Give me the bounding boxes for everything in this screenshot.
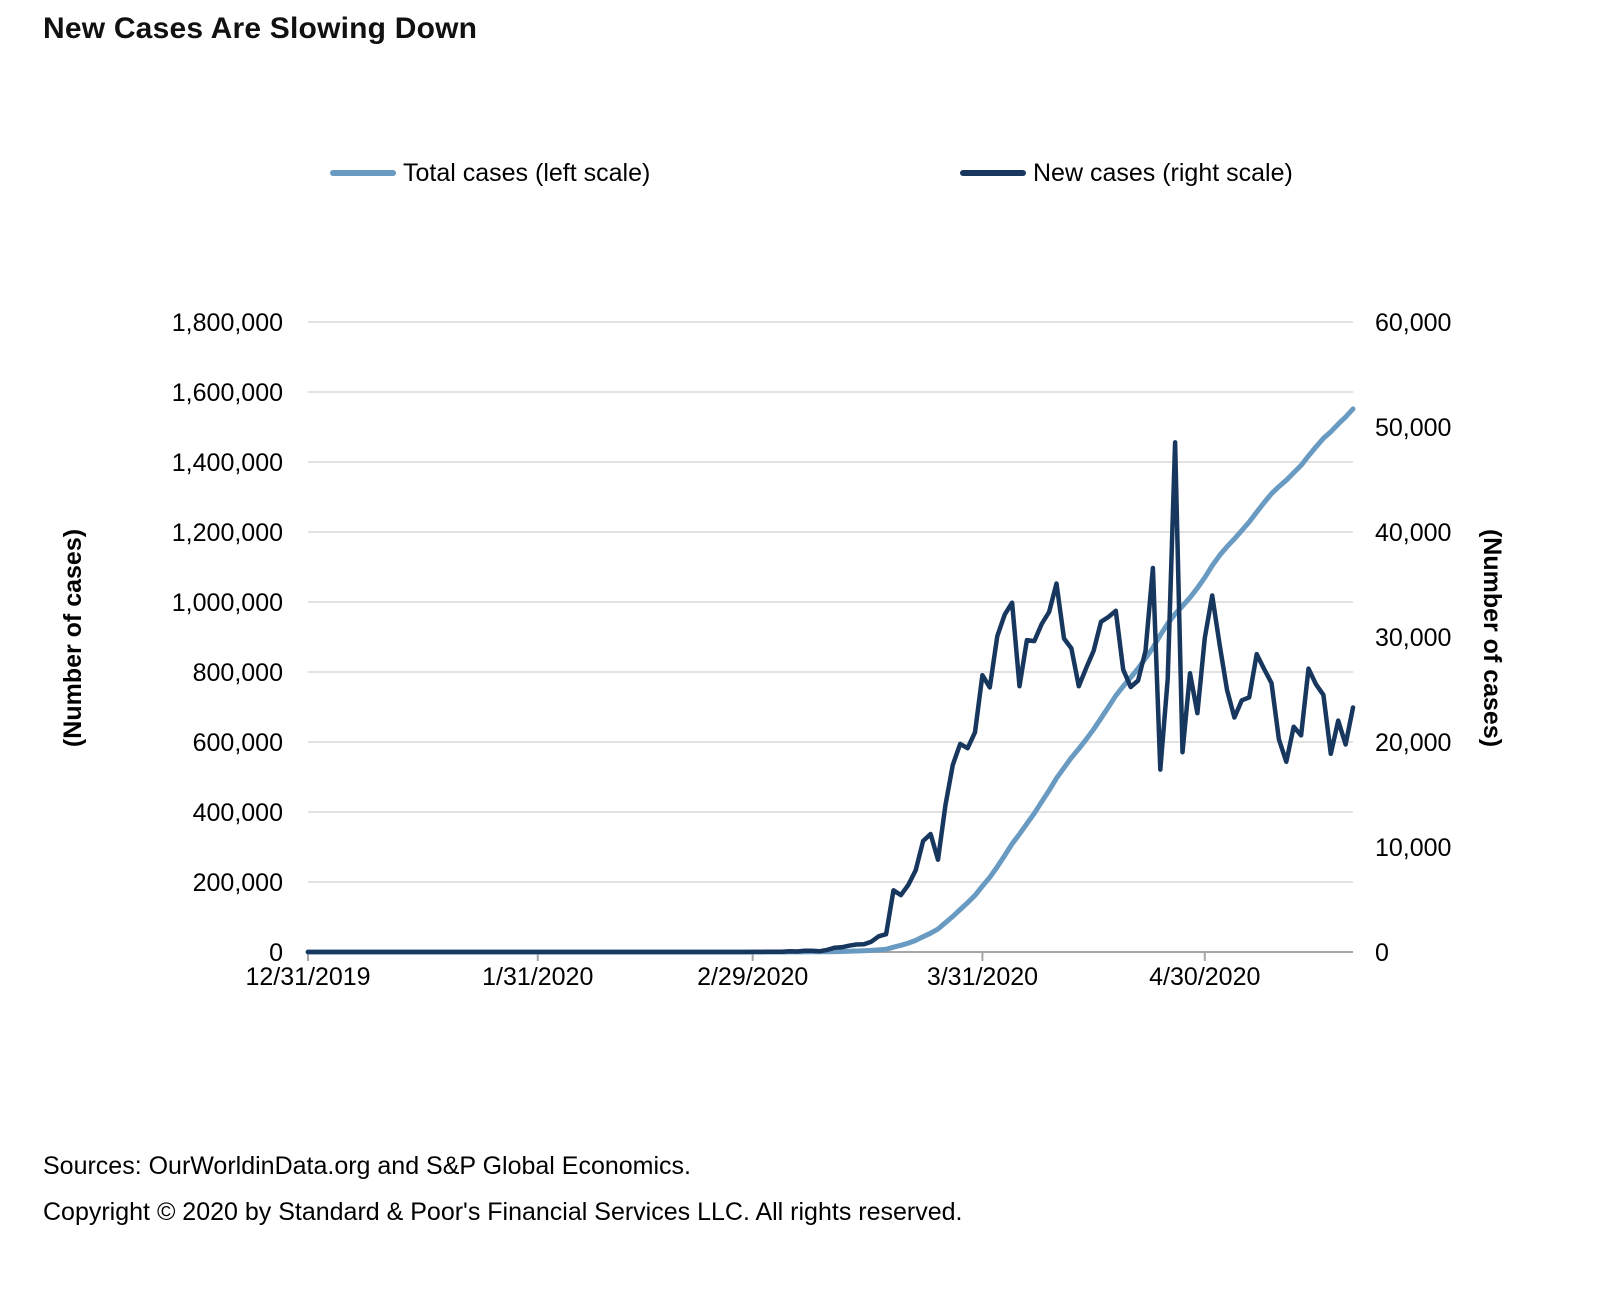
y-axis-label-left: 1,000,000 [172,589,283,617]
y-axis-label-left: 0 [269,939,283,967]
y-axis-label-right: 10,000 [1375,834,1451,862]
y-axis-label-left: 1,800,000 [172,309,283,337]
y-axis-label-right: 20,000 [1375,729,1451,757]
x-axis-label: 12/31/2019 [245,963,370,991]
legend-label-new-cases: New cases (right scale) [1033,158,1293,187]
x-axis-label: 4/30/2020 [1149,963,1260,991]
total-cases-line [305,406,1356,955]
y-axis-label-left: 400,000 [193,799,283,827]
y-axis-label-right: 0 [1375,939,1389,967]
x-axis-label: 1/31/2020 [482,963,593,991]
y-axis-label-left: 200,000 [193,869,283,897]
new-cases-line [305,440,1356,955]
y-axis-label-left: 1,200,000 [172,519,283,547]
y-axis-label-left: 800,000 [193,659,283,687]
copyright-note: Copyright © 2020 by Standard & Poor's Fi… [43,1198,963,1226]
chart-title: New Cases Are Slowing Down [43,12,478,45]
total-cases-line-swatch-icon [330,170,396,176]
x-axis-label: 2/29/2020 [697,963,808,991]
y-axis-label-right: 50,000 [1375,414,1451,442]
legend-item-new-cases: New cases (right scale) [960,158,1293,188]
new-cases-line-swatch-icon [960,170,1026,176]
y-axis-label-right: 40,000 [1375,519,1451,547]
y-axis-label-right: 60,000 [1375,309,1451,337]
y-axis-label-left: 1,600,000 [172,379,283,407]
y-axis-label-right: 30,000 [1375,624,1451,652]
sources-note: Sources: OurWorldinData.org and S&P Glob… [43,1152,691,1180]
y-axis-label-left: 1,400,000 [172,449,283,477]
legend-item-total-cases: Total cases (left scale) [330,158,650,188]
y-axis-label-left: 600,000 [193,729,283,757]
x-axis-label: 3/31/2020 [927,963,1038,991]
legend-label-total-cases: Total cases (left scale) [403,158,651,187]
legend: Total cases (left scale) New cases (righ… [0,158,1598,188]
